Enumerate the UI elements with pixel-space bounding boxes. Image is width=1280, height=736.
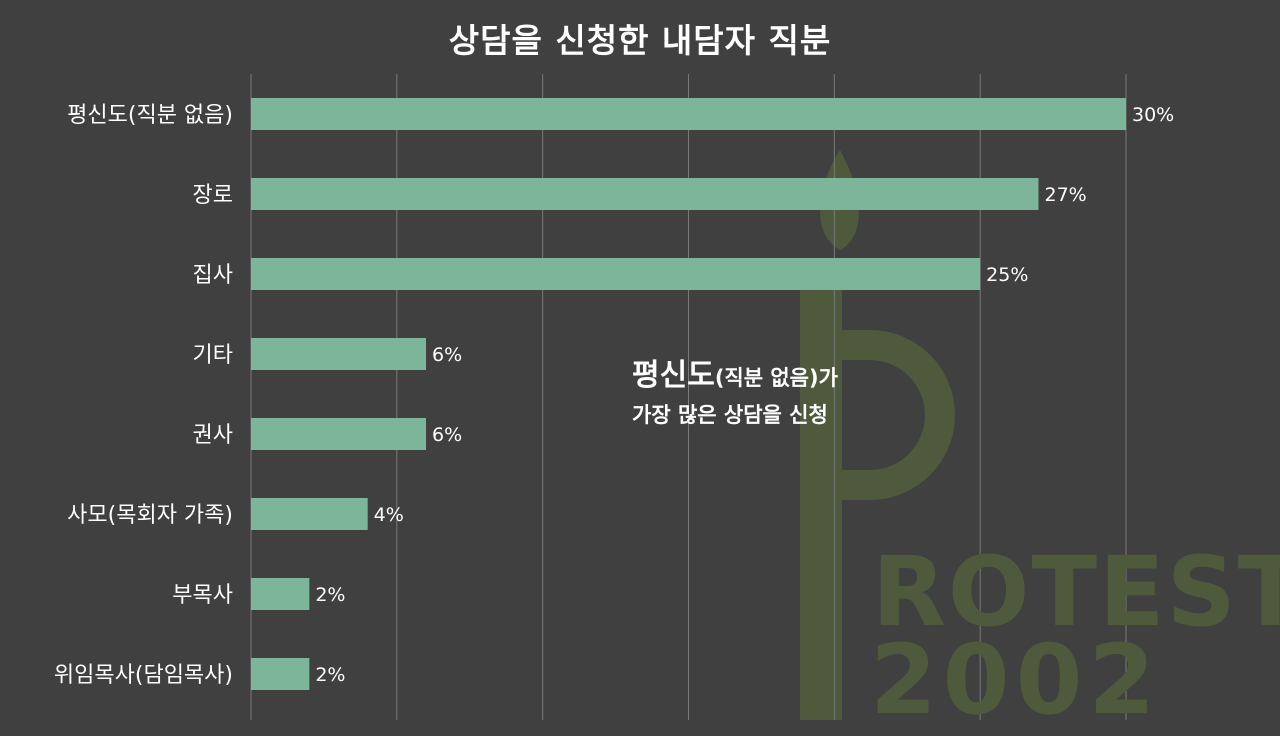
bar [251,258,981,290]
value-label: 25% [986,264,1028,286]
value-label: 2% [315,584,345,606]
category-label: 평신도(직분 없음) [67,103,233,128]
annotation: 평신도(직분 없음)가 가장 많은 상담을 신청 [632,356,838,432]
bar [251,578,310,610]
bar [251,338,426,370]
annotation-line1: 평신도(직분 없음)가 [632,356,838,398]
annotation-highlight: 평신도 [632,358,715,393]
value-label: 6% [432,424,462,446]
category-label: 집사 [193,263,233,288]
category-label: 사모(목회자 가족) [67,503,233,528]
bar [251,178,1039,210]
category-label: 장로 [193,183,233,208]
value-label: 27% [1045,184,1087,206]
annotation-line1-rest: (직분 없음)가 [714,366,838,390]
watermark-text-line1: ROTEST [872,536,1280,648]
candle-watermark-icon [800,150,955,720]
value-label: 4% [374,504,404,526]
watermark-text-line2: 2002 [870,624,1162,736]
value-label: 6% [432,344,462,366]
category-label: 기타 [193,343,233,368]
candle-stem-icon [800,268,842,720]
value-label: 2% [315,664,345,686]
category-label: 권사 [193,423,233,448]
chart-title: 상담을 신청한 내담자 직분 [448,21,832,60]
value-label: 30% [1132,104,1174,126]
bar [251,498,368,530]
value-labels: 30% 27% 25% 6% 6% 4% 2% 2% [315,104,1174,686]
letter-p-bowl-icon [842,330,955,500]
bars [251,98,1126,690]
bar [251,418,426,450]
category-label: 위임목사(담임목사) [54,663,233,688]
bar [251,98,1126,130]
annotation-line2: 가장 많은 상담을 신청 [632,403,828,427]
category-label: 부목사 [172,583,233,608]
bar [251,658,310,690]
